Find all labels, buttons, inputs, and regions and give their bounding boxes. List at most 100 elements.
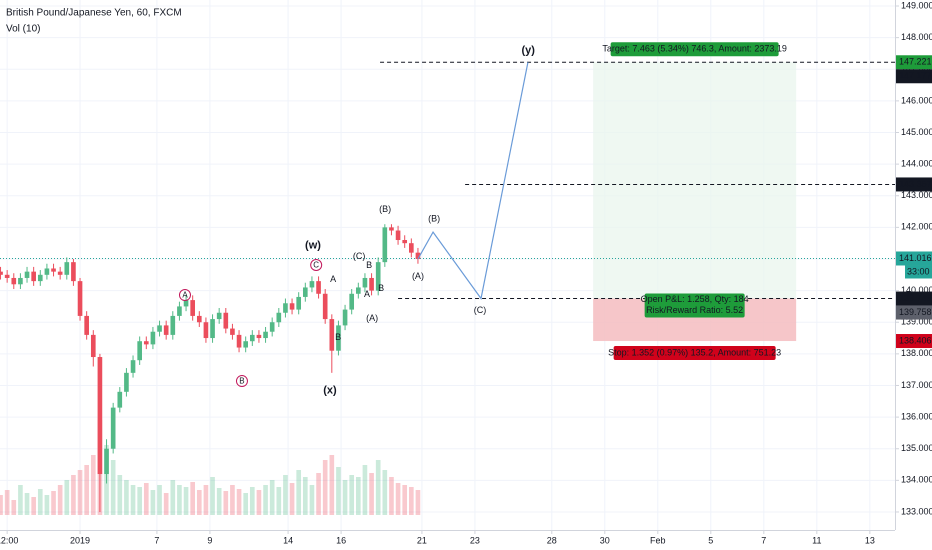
candle-body — [249, 334, 255, 342]
x-tick-label: 21 — [417, 535, 427, 545]
candle-body — [415, 252, 421, 259]
volume-bar — [150, 490, 156, 515]
candle-body — [104, 448, 109, 475]
indicator-label: Vol (10) — [6, 24, 40, 35]
volume-bar — [296, 470, 302, 515]
candle-body — [402, 240, 408, 244]
price-label-box — [896, 177, 932, 192]
candle-body — [110, 407, 116, 449]
countdown-box — [905, 265, 932, 279]
candle-body — [269, 322, 275, 332]
price-label: 143.357 — [899, 179, 932, 189]
candle-body — [355, 287, 361, 294]
pnl-box — [644, 293, 745, 318]
candle-body — [329, 319, 335, 351]
candle-body — [163, 325, 169, 335]
volume-bar — [203, 485, 209, 515]
wave-label: B — [335, 332, 341, 342]
candle-body — [57, 271, 63, 275]
x-tick-label: 14 — [283, 535, 293, 545]
candle-body — [130, 360, 136, 373]
y-tick-label: 139.000 — [901, 317, 932, 327]
volume-bar — [0, 495, 3, 515]
candle-body — [342, 309, 348, 326]
wave-label: (A) — [366, 313, 378, 323]
volume-bar — [329, 455, 335, 515]
candle-body — [77, 281, 83, 316]
volume-bar — [71, 475, 76, 515]
y-tick-label: 144.000 — [901, 158, 932, 168]
candle-body — [71, 262, 76, 282]
price-label: 141.016 — [899, 253, 932, 263]
volume-bar — [322, 460, 328, 515]
volume-bar — [137, 487, 142, 515]
candle-body — [150, 331, 156, 345]
volume-bar — [190, 482, 195, 515]
candle-body — [157, 325, 162, 332]
volume-bar — [24, 493, 30, 515]
volume-bar — [302, 477, 308, 515]
volume-bar — [177, 485, 182, 515]
stop-label-box — [613, 346, 776, 361]
rr-label: Risk/Reward Ratio: 5.52 — [646, 305, 743, 315]
volume-bar — [402, 485, 408, 515]
candle-body — [296, 296, 302, 310]
wave-circle — [310, 259, 323, 271]
volume-bar — [276, 487, 282, 515]
candle-body — [18, 277, 23, 285]
candle-body — [316, 281, 321, 294]
candle-body — [84, 315, 89, 335]
volume-bar — [57, 485, 63, 515]
price-label-box — [896, 251, 932, 266]
candle-body — [203, 322, 209, 339]
wave-label: A — [364, 289, 370, 299]
volume-bar — [124, 480, 129, 515]
volume-bar — [143, 483, 149, 515]
volume-bar — [183, 487, 189, 515]
x-tick-label: 13 — [865, 535, 875, 545]
candle-body — [143, 341, 149, 345]
y-tick-label: 146.000 — [901, 95, 932, 105]
volume-bar — [283, 475, 288, 515]
volume-bar — [342, 480, 348, 515]
candle-body — [170, 315, 176, 335]
candle-body — [243, 341, 249, 348]
volume-bar — [44, 495, 50, 515]
volume-bar — [355, 477, 361, 515]
candle-body — [124, 372, 129, 392]
volume-bar — [64, 480, 70, 515]
candle-body — [230, 328, 235, 335]
x-tick-label: Feb — [650, 535, 666, 545]
candle-body — [11, 277, 17, 285]
candle-body — [389, 227, 394, 231]
candle-body — [117, 391, 123, 408]
volume-bar — [31, 497, 36, 515]
countdown: 33:00 — [907, 266, 930, 276]
wave-label: B — [366, 260, 372, 270]
candle-body — [369, 277, 374, 291]
candle-body — [97, 357, 103, 475]
volume-bar — [230, 485, 235, 515]
x-tick-label: 7 — [761, 535, 766, 545]
stop-label: Stop: 1.352 (0.97%) 135.2, Amount: 751.2… — [608, 347, 781, 357]
price-label: 139.758 — [899, 307, 932, 317]
volume-bar — [395, 483, 401, 515]
x-tick-label: 12:00 — [0, 535, 18, 545]
volume-bar — [84, 465, 89, 515]
price-label: 147.221 — [899, 57, 932, 67]
wave-label: (B) — [428, 214, 440, 224]
x-tick-label: 16 — [336, 535, 346, 545]
x-tick-label: 28 — [547, 535, 557, 545]
candle-body — [375, 262, 381, 291]
x-tick-label: 2019 — [70, 535, 90, 545]
candle-body — [51, 268, 56, 272]
candle-body — [183, 300, 189, 307]
price-label: 147.177 — [899, 71, 932, 81]
volume-bar — [210, 477, 215, 515]
candle-body — [349, 293, 355, 310]
wave-label: (y) — [521, 44, 535, 56]
volume-bar — [51, 491, 56, 515]
candle-body — [90, 334, 96, 358]
candle-body — [302, 287, 308, 297]
